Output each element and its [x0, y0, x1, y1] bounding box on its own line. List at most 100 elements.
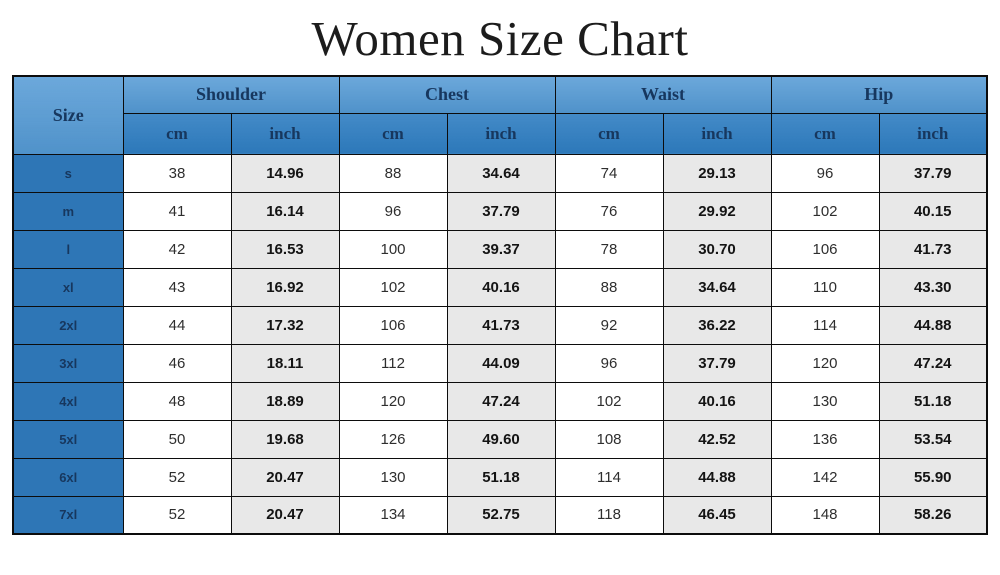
hip-cm-value: 114 — [770, 305, 880, 345]
shoulder-inch-value: 18.89 — [230, 381, 340, 421]
chest-cm-value: 112 — [338, 343, 448, 383]
waist-inch-value: 30.70 — [662, 229, 772, 269]
hip-cm-value: 96 — [770, 153, 880, 193]
size-label: 3xl — [12, 343, 124, 383]
size-chart-table: Size Shoulder Chest Waist Hip cm inch cm… — [12, 75, 988, 535]
size-label: 7xl — [12, 495, 124, 535]
shoulder-inch-value: 16.53 — [230, 229, 340, 269]
table-row-s: s 38 14.96 88 34.64 74 29.13 96 37.79 — [12, 153, 988, 193]
waist-inch-value: 37.79 — [662, 343, 772, 383]
hip-cm-value: 148 — [770, 495, 880, 535]
shoulder-cm-header: cm — [122, 112, 232, 155]
shoulder-cm-value: 42 — [122, 229, 232, 269]
table-row-l: l 42 16.53 100 39.37 78 30.70 106 41.73 — [12, 229, 988, 269]
waist-cm-value: 74 — [554, 153, 664, 193]
shoulder-cm-value: 38 — [122, 153, 232, 193]
hip-inch-header: inch — [878, 112, 988, 155]
shoulder-inch-value: 19.68 — [230, 419, 340, 459]
shoulder-inch-value: 20.47 — [230, 495, 340, 535]
shoulder-inch-value: 17.32 — [230, 305, 340, 345]
size-label: 5xl — [12, 419, 124, 459]
chest-inch-value: 37.79 — [446, 191, 556, 231]
chest-cm-value: 134 — [338, 495, 448, 535]
chest-inch-value: 44.09 — [446, 343, 556, 383]
unit-header-row: cm inch cm inch cm inch cm inch — [13, 112, 988, 155]
waist-cm-value: 118 — [554, 495, 664, 535]
shoulder-inch-value: 14.96 — [230, 153, 340, 193]
shoulder-inch-value: 16.92 — [230, 267, 340, 307]
chest-inch-value: 40.16 — [446, 267, 556, 307]
size-label: m — [12, 191, 124, 231]
shoulder-inch-value: 20.47 — [230, 457, 340, 497]
table-row-3xl: 3xl 46 18.11 112 44.09 96 37.79 120 47.2… — [12, 343, 988, 383]
hip-inch-value: 58.26 — [878, 495, 988, 535]
waist-cm-value: 102 — [554, 381, 664, 421]
table-row-5xl: 5xl 50 19.68 126 49.60 108 42.52 136 53.… — [12, 419, 988, 459]
hip-inch-value: 51.18 — [878, 381, 988, 421]
hip-inch-value: 40.15 — [878, 191, 988, 231]
hip-cm-value: 110 — [770, 267, 880, 307]
size-label: 2xl — [12, 305, 124, 345]
chest-cm-value: 96 — [338, 191, 448, 231]
shoulder-cm-value: 41 — [122, 191, 232, 231]
shoulder-cm-value: 52 — [122, 495, 232, 535]
chest-cm-value: 88 — [338, 153, 448, 193]
chest-group-header: Chest — [338, 75, 556, 114]
hip-inch-value: 43.30 — [878, 267, 988, 307]
waist-cm-value: 108 — [554, 419, 664, 459]
shoulder-cm-value: 50 — [122, 419, 232, 459]
hip-cm-value: 102 — [770, 191, 880, 231]
waist-cm-value: 76 — [554, 191, 664, 231]
shoulder-inch-value: 18.11 — [230, 343, 340, 383]
waist-cm-value: 78 — [554, 229, 664, 269]
hip-inch-value: 41.73 — [878, 229, 988, 269]
waist-inch-value: 29.13 — [662, 153, 772, 193]
shoulder-inch-value: 16.14 — [230, 191, 340, 231]
chest-cm-value: 102 — [338, 267, 448, 307]
waist-inch-value: 36.22 — [662, 305, 772, 345]
waist-cm-value: 92 — [554, 305, 664, 345]
waist-cm-value: 88 — [554, 267, 664, 307]
hip-inch-value: 37.79 — [878, 153, 988, 193]
hip-cm-value: 120 — [770, 343, 880, 383]
waist-inch-value: 42.52 — [662, 419, 772, 459]
chest-cm-value: 130 — [338, 457, 448, 497]
size-label: 4xl — [12, 381, 124, 421]
table-row-4xl: 4xl 48 18.89 120 47.24 102 40.16 130 51.… — [12, 381, 988, 421]
chest-inch-value: 52.75 — [446, 495, 556, 535]
chest-cm-value: 106 — [338, 305, 448, 345]
table-row-7xl: 7xl 52 20.47 134 52.75 118 46.45 148 58.… — [12, 495, 988, 535]
hip-group-header: Hip — [770, 75, 988, 114]
shoulder-cm-value: 44 — [122, 305, 232, 345]
hip-inch-value: 44.88 — [878, 305, 988, 345]
hip-inch-value: 47.24 — [878, 343, 988, 383]
shoulder-cm-value: 46 — [122, 343, 232, 383]
hip-inch-value: 53.54 — [878, 419, 988, 459]
size-label: 6xl — [12, 457, 124, 497]
chest-inch-value: 39.37 — [446, 229, 556, 269]
table-row-m: m 41 16.14 96 37.79 76 29.92 102 40.15 — [12, 191, 988, 231]
chest-inch-value: 41.73 — [446, 305, 556, 345]
shoulder-cm-value: 48 — [122, 381, 232, 421]
page-title: Women Size Chart — [311, 11, 689, 66]
waist-cm-value: 114 — [554, 457, 664, 497]
table-row-2xl: 2xl 44 17.32 106 41.73 92 36.22 114 44.8… — [12, 305, 988, 345]
hip-cm-value: 106 — [770, 229, 880, 269]
hip-cm-value: 136 — [770, 419, 880, 459]
size-chart-page: Women Size Chart Size Shoulder Chest Wai… — [0, 10, 1000, 535]
waist-inch-value: 40.16 — [662, 381, 772, 421]
waist-cm-value: 96 — [554, 343, 664, 383]
waist-cm-header: cm — [554, 112, 664, 155]
waist-inch-header: inch — [662, 112, 772, 155]
size-label: l — [12, 229, 124, 269]
waist-inch-value: 44.88 — [662, 457, 772, 497]
hip-cm-value: 142 — [770, 457, 880, 497]
chest-cm-value: 126 — [338, 419, 448, 459]
hip-cm-header: cm — [770, 112, 880, 155]
chest-inch-value: 47.24 — [446, 381, 556, 421]
shoulder-inch-header: inch — [230, 112, 340, 155]
group-header-row: Size Shoulder Chest Waist Hip — [12, 75, 988, 155]
table-row-6xl: 6xl 52 20.47 130 51.18 114 44.88 142 55.… — [12, 457, 988, 497]
chest-inch-header: inch — [446, 112, 556, 155]
waist-inch-value: 34.64 — [662, 267, 772, 307]
